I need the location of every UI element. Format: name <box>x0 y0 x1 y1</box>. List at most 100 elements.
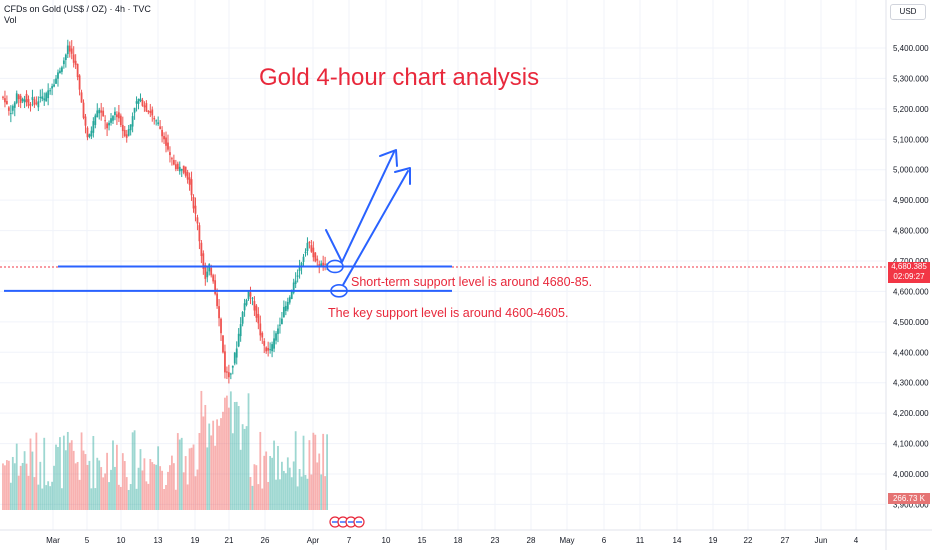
y-tick-label: 5,400.000 <box>893 44 929 53</box>
candle-body <box>188 177 191 185</box>
x-tick-label: 4 <box>854 536 859 545</box>
y-tick-label: 5,100.000 <box>893 135 929 144</box>
symbol-legend[interactable]: CFDs on Gold (US$ / OZ) · 4h · TVC Vol <box>4 4 151 26</box>
volume-bar <box>7 460 10 510</box>
volume-bar <box>25 463 28 510</box>
volume-bar <box>66 431 69 510</box>
candle-body <box>192 197 195 209</box>
candle-body <box>112 116 114 121</box>
volume-bar <box>224 397 226 510</box>
volume-bar <box>218 425 220 510</box>
y-tick-label: 4,800.000 <box>893 227 929 236</box>
volume-bar <box>298 469 301 510</box>
volume-bar <box>84 454 87 510</box>
candle-body <box>312 247 315 258</box>
candle-body <box>284 305 287 311</box>
volume-bar <box>171 455 173 510</box>
volume-bar <box>41 488 44 510</box>
y-tick-label: 5,000.000 <box>893 166 929 175</box>
candle-body <box>231 365 234 368</box>
candle-body <box>86 127 89 138</box>
candle-body <box>204 265 207 279</box>
volume-bar <box>149 459 152 510</box>
candle-body <box>300 262 303 267</box>
candle-body <box>108 122 110 126</box>
volume-bar <box>143 458 146 510</box>
volume-bar <box>267 481 270 510</box>
candle-body <box>163 136 165 140</box>
volume-bar <box>249 476 252 510</box>
volume-bar <box>145 481 148 510</box>
candle-body <box>155 120 158 122</box>
volume-bar <box>237 406 240 510</box>
candle-body <box>224 351 226 373</box>
volume-bar <box>208 423 211 510</box>
volume-bar <box>304 475 307 510</box>
volume-bar <box>43 437 46 510</box>
volume-bar <box>151 462 154 510</box>
volume-bar <box>157 446 160 510</box>
y-tick-label: 4,900.000 <box>893 196 929 205</box>
volume-bar <box>21 462 24 510</box>
candle-body <box>239 324 242 337</box>
volume-bar <box>147 483 150 510</box>
price-axis[interactable]: 3,900.000 4,000.000 4,100.000 4,200.000 4,30… <box>893 44 929 509</box>
x-tick-label: May <box>559 536 574 545</box>
y-tick-label: 4,500.000 <box>893 318 929 327</box>
candle-body <box>84 116 87 126</box>
short-term-support-circle <box>326 259 344 274</box>
candle-body <box>196 217 199 224</box>
candle-body <box>119 115 122 126</box>
volume-bar <box>135 488 138 510</box>
x-tick-label: Mar <box>46 536 60 545</box>
volume-bar <box>78 479 81 510</box>
event-flags[interactable] <box>329 516 365 528</box>
short-term-support-note: Short-term support level is around 4680-… <box>351 275 593 289</box>
volume-bar <box>212 420 215 510</box>
candle-body <box>72 54 75 63</box>
candle-body <box>68 45 71 52</box>
volume-bar <box>98 460 101 510</box>
volume-bar <box>137 467 140 510</box>
volume-bar <box>186 484 189 510</box>
candle-body <box>265 347 268 352</box>
candle-body <box>37 101 40 108</box>
volume-bar <box>47 481 50 510</box>
candle-body <box>165 137 167 146</box>
y-tick-label: 4,300.000 <box>893 379 929 388</box>
volume-bar <box>159 466 162 510</box>
volume-bar <box>92 435 95 510</box>
candle-body <box>243 303 246 311</box>
volume-bar <box>310 474 313 510</box>
x-tick-label: 21 <box>225 536 234 545</box>
currency-button[interactable]: USD <box>890 4 926 20</box>
volume-bar <box>306 478 309 510</box>
volume-bar <box>51 481 53 510</box>
candle-body <box>171 158 173 160</box>
x-tick-label: 18 <box>454 536 463 545</box>
candle-body <box>145 103 148 112</box>
candle-body <box>322 262 325 267</box>
candle-body <box>55 78 57 84</box>
volume-bar <box>312 432 315 510</box>
x-tick-label: 23 <box>491 536 500 545</box>
candle-body <box>35 102 38 104</box>
volume-bar <box>192 444 195 510</box>
volume-bar <box>123 461 126 510</box>
volume-bar <box>259 431 262 510</box>
volume-bar <box>300 476 303 510</box>
volume-bar <box>31 451 34 510</box>
candle-body <box>110 118 112 123</box>
candle-body <box>194 205 197 214</box>
candle-body <box>292 282 295 293</box>
candle-body <box>2 96 4 98</box>
volume-bar <box>316 462 319 510</box>
candle-body <box>45 93 48 102</box>
x-tick-label: 11 <box>636 536 645 545</box>
candle-body <box>218 306 220 319</box>
candle-body <box>51 86 53 89</box>
candle-body <box>251 297 254 299</box>
candle-body <box>47 90 50 99</box>
